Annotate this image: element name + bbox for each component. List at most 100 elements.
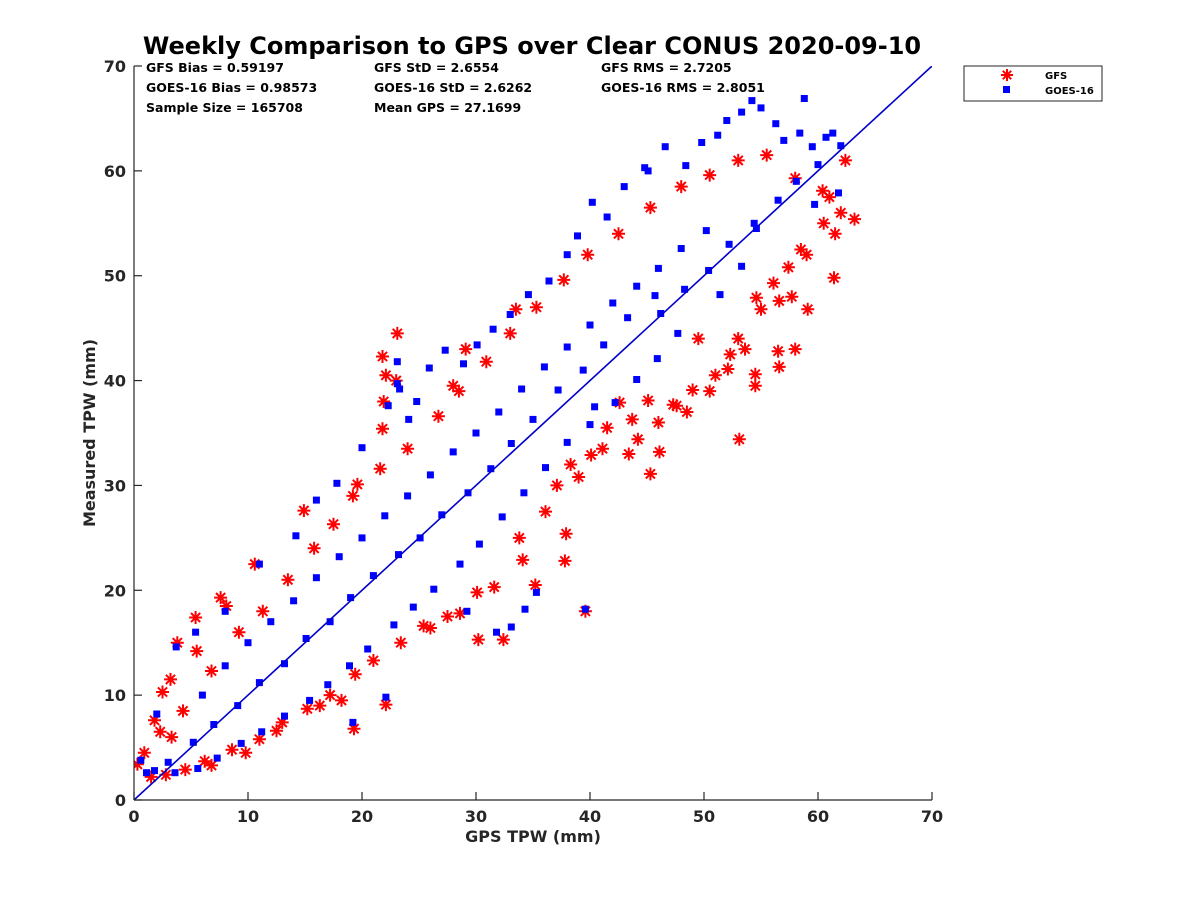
x-axis-label: GPS TPW (mm): [465, 827, 601, 846]
gfs-point: [731, 332, 745, 346]
gfs-point: [631, 432, 645, 446]
goes16-point: [611, 399, 619, 407]
gfs-point: [691, 332, 705, 346]
gfs-point: [564, 458, 578, 471]
goes16-point: [545, 277, 553, 285]
gfs-point: [148, 713, 161, 727]
stats-block: GFS Bias = 0.59197 GFS StD = 2.6554 GFS …: [146, 60, 765, 115]
goes16-point: [472, 429, 480, 437]
gfs-point: [788, 342, 802, 356]
gfs-point: [471, 633, 485, 647]
x-tick-label: 40: [579, 807, 601, 826]
x-tick-label: 0: [128, 807, 139, 826]
stat-goes16-std: GOES-16 StD = 2.6262: [374, 80, 532, 95]
gfs-point: [205, 758, 218, 772]
goes16-point: [143, 769, 150, 777]
goes16-point: [290, 597, 298, 605]
goes16-point: [349, 718, 357, 726]
goes16-point: [772, 120, 780, 128]
gfs-point: [800, 248, 814, 262]
goes16-point: [563, 251, 571, 259]
gfs-point: [198, 754, 212, 768]
goes16-point: [633, 376, 641, 383]
goes16-point: [725, 240, 733, 248]
gfs-point: [596, 442, 609, 456]
gfs-point: [165, 730, 179, 744]
goes16-point: [738, 108, 746, 116]
gfs-point: [496, 633, 510, 647]
gfs-point: [641, 394, 655, 407]
y-ticks: 0 10 20 30 40 50 60 70: [104, 57, 142, 810]
gfs-point: [350, 477, 364, 491]
goes16-point: [487, 465, 495, 473]
gfs-point: [643, 467, 657, 481]
goes16-point: [137, 756, 145, 764]
goes16-point: [396, 385, 404, 393]
goes16-point: [800, 95, 808, 102]
gfs-point: [612, 227, 625, 241]
gfs-point: [581, 248, 595, 262]
gfs-point: [558, 554, 572, 568]
gfs-point: [300, 702, 314, 716]
gfs-point: [529, 300, 543, 314]
gfs-point: [423, 621, 437, 635]
legend-goes16-label: GOES-16: [1045, 86, 1094, 97]
goes16-point: [518, 385, 526, 393]
gfs-point: [335, 693, 348, 707]
goes16-point: [591, 403, 599, 411]
goes16-point: [524, 291, 532, 299]
gfs-point: [327, 517, 340, 531]
stat-gfs-rms: GFS RMS = 2.7205: [601, 60, 732, 75]
gfs-point: [153, 725, 167, 739]
gfs-point: [643, 201, 657, 215]
gfs-point: [670, 399, 684, 413]
goes16-point: [456, 560, 464, 568]
goes16-point: [723, 117, 731, 124]
gfs-point: [584, 448, 598, 462]
gfs-point: [516, 553, 530, 567]
goes16-point: [540, 363, 548, 371]
goes16-point: [657, 310, 665, 317]
goes16-point: [633, 282, 641, 290]
goes16-point: [654, 264, 662, 272]
gfs-point: [572, 470, 586, 484]
goes16-point: [306, 696, 314, 704]
gfs-point: [441, 610, 454, 623]
goes16-point: [609, 299, 617, 307]
goes16-point: [404, 492, 412, 500]
goes16-point: [674, 329, 682, 337]
goes16-point: [255, 679, 263, 687]
goes16-point: [835, 189, 842, 197]
gfs-point: [252, 732, 266, 746]
gfs-point: [239, 746, 253, 760]
goes16-point: [600, 341, 608, 349]
stat-sample-size: Sample Size = 165708: [146, 100, 303, 115]
gfs-point: [827, 271, 841, 285]
goes16-point: [521, 605, 529, 613]
y-tick-label: 70: [104, 57, 126, 76]
gfs-point: [539, 505, 552, 519]
gfs-point: [772, 360, 786, 374]
goes16-point: [750, 219, 758, 227]
goes16-point: [281, 660, 288, 668]
gfs-point: [651, 416, 665, 429]
gfs-point: [452, 384, 466, 398]
stat-gfs-bias: GFS Bias = 0.59197: [146, 60, 284, 75]
goes16-point: [393, 380, 401, 388]
goes16-point: [682, 162, 690, 170]
gfs-point: [848, 212, 861, 226]
gfs-point: [781, 260, 795, 274]
gfs-point: [323, 688, 337, 702]
goes16-point: [495, 408, 503, 416]
gfs-point: [771, 344, 785, 358]
goes16-point: [333, 479, 341, 487]
goes16-point: [335, 553, 343, 561]
goes16-point: [244, 639, 252, 647]
goes16-point: [460, 360, 467, 368]
goes16-point: [153, 710, 161, 718]
gfs-point: [256, 604, 270, 618]
y-tick-label: 10: [104, 686, 126, 705]
goes16-point: [603, 213, 611, 221]
gfs-point: [390, 326, 404, 340]
gfs-point: [417, 619, 431, 633]
